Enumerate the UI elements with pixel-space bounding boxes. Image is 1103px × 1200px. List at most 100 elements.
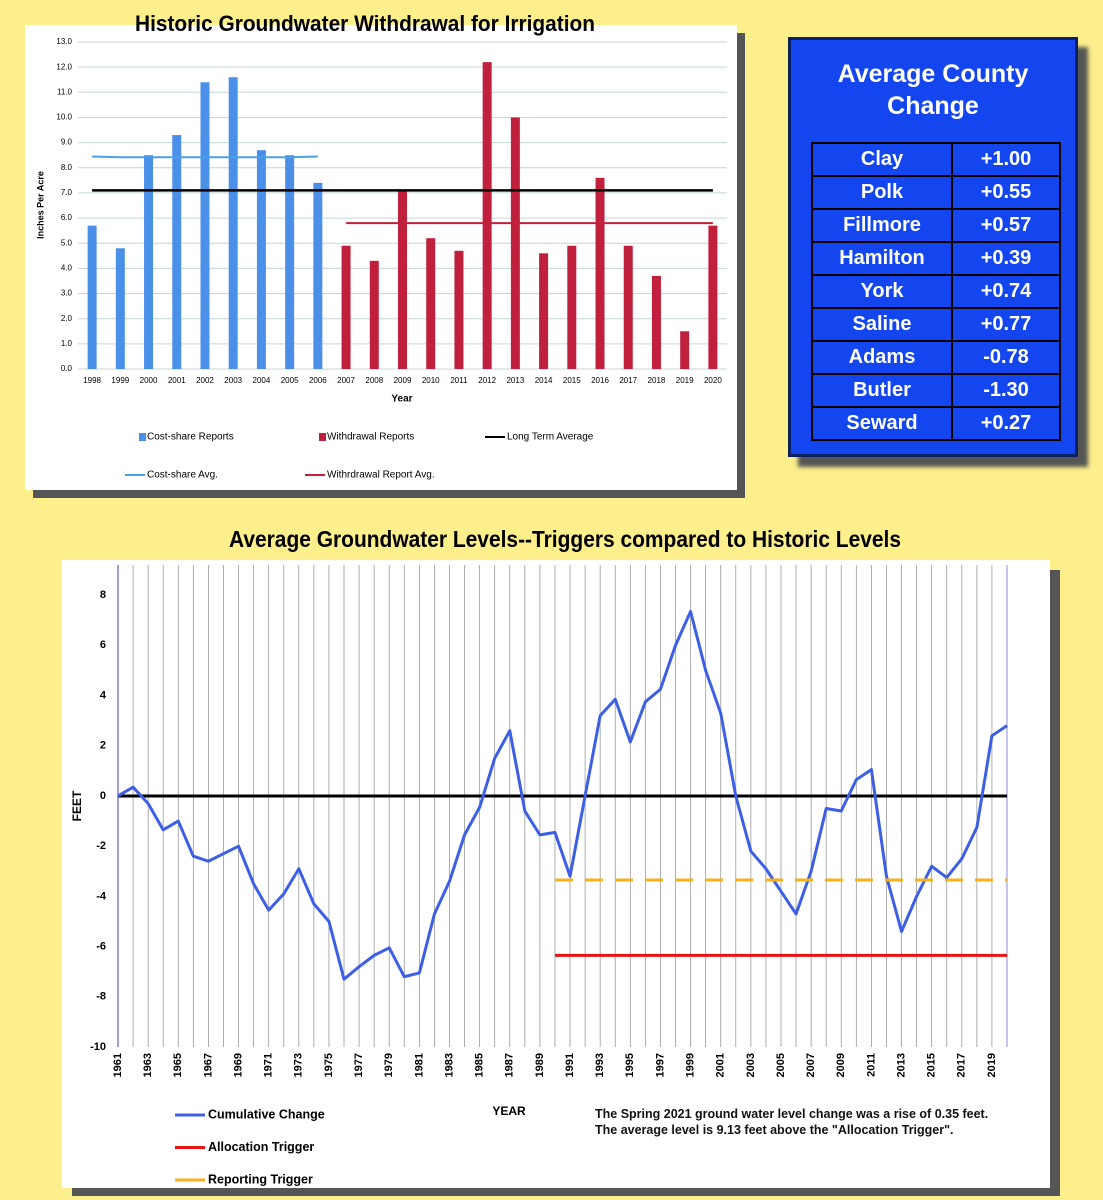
y-tick-label: 5.0 (61, 238, 73, 247)
x-tick-label: 1985 (474, 1053, 486, 1077)
bar (285, 155, 295, 369)
table-cell: +0.74 (951, 274, 1061, 309)
x-tick-label: 2007 (337, 376, 355, 385)
table-cell: Fillmore (811, 208, 953, 243)
x-tick-label: 2004 (253, 376, 271, 385)
legend-label: Allocation Trigger (208, 1140, 314, 1154)
x-tick-label: 1973 (293, 1053, 305, 1077)
y-tick-label: -8 (96, 991, 106, 1003)
y-tick-label: 1.0 (61, 339, 73, 348)
x-tick-label: 2005 (775, 1053, 787, 1077)
table-row: Clay +1.00 (811, 142, 1061, 177)
x-tick-label: 1975 (323, 1053, 335, 1077)
x-tick-label: 2000 (140, 376, 158, 385)
y-axis-label: FEET (70, 790, 84, 821)
table-cell: Saline (811, 307, 953, 342)
bar (341, 245, 351, 369)
x-tick-label: 2006 (309, 376, 327, 385)
bar (454, 250, 464, 369)
x-tick-label: 2009 (394, 376, 412, 385)
table-row: Seward +0.27 (811, 406, 1061, 441)
y-axis-label: Inches Per Acre (35, 171, 45, 239)
bar (256, 150, 266, 369)
x-tick-label: 1981 (413, 1053, 425, 1077)
x-tick-label: 2003 (224, 376, 242, 385)
bar (680, 331, 690, 369)
x-tick-label: 2018 (648, 376, 666, 385)
bar (651, 275, 661, 369)
line-series (92, 155, 318, 159)
x-tick-label: 2013 (895, 1053, 907, 1077)
bar (567, 245, 577, 369)
table-row: York +0.74 (811, 274, 1061, 309)
bar (398, 190, 407, 369)
x-tick-label: 1999 (111, 376, 129, 385)
y-tick-label: 0.0 (61, 364, 73, 373)
table-row: Fillmore +0.57 (811, 208, 1061, 243)
table-cell: +0.77 (951, 307, 1061, 342)
y-tick-label: -6 (96, 940, 106, 952)
legend-swatch (319, 433, 326, 441)
x-tick-label: 1989 (534, 1053, 546, 1077)
table-row: Polk +0.55 (811, 175, 1061, 210)
x-tick-label: 1971 (263, 1053, 275, 1077)
x-tick-label: 2019 (676, 376, 694, 385)
bar (623, 245, 633, 369)
x-tick-label: 1983 (443, 1053, 455, 1077)
table-cell: +0.55 (951, 175, 1061, 210)
annotation: The Spring 2021 ground water level chang… (595, 1107, 989, 1137)
legend-label: Cost-share Reports (147, 432, 234, 443)
bar (200, 82, 210, 369)
y-tick-label: -4 (96, 890, 107, 902)
x-tick-label: 2011 (450, 376, 468, 385)
table-cell: Seward (811, 406, 953, 441)
table-row: Saline +0.77 (811, 307, 1061, 342)
table-row: Hamilton +0.39 (811, 241, 1061, 276)
x-tick-label: 1979 (383, 1053, 395, 1077)
x-tick-label: 2014 (535, 376, 553, 385)
bar (482, 62, 492, 369)
x-tick-label: 2001 (168, 376, 186, 385)
chart-title: Average Groundwater Levels--Triggers com… (229, 526, 901, 552)
table-cell: Hamilton (811, 241, 953, 276)
y-tick-label: 0 (100, 790, 106, 802)
y-tick-label: 6.0 (61, 213, 73, 222)
table-cell: Polk (811, 175, 953, 210)
county-table: Clay +1.00 Polk +0.55 Fillmore +0.57 Hamilton +… (811, 142, 1061, 441)
bar (144, 155, 154, 369)
legend-label: Reporting Trigger (208, 1172, 313, 1186)
line-series (117, 609, 1008, 981)
bar (595, 177, 605, 369)
x-tick-label: 1993 (594, 1053, 606, 1077)
y-tick-label: 11.0 (57, 87, 73, 96)
x-tick-label: 2019 (986, 1053, 998, 1077)
table-cell: -0.78 (951, 340, 1061, 375)
x-tick-label: 2007 (805, 1053, 817, 1077)
table-cell: Clay (811, 142, 953, 177)
y-tick-label: 13.0 (56, 37, 72, 46)
y-tick-label: -2 (96, 840, 106, 852)
y-tick-label: -10 (90, 1041, 106, 1053)
y-tick-label: 2 (100, 740, 106, 752)
x-tick-label: 1961 (112, 1053, 124, 1077)
bar (708, 225, 718, 369)
x-tick-label: 1977 (353, 1053, 365, 1077)
x-tick-label: 2001 (715, 1053, 727, 1077)
bar (369, 260, 379, 369)
legend-label: Withrdrawal Report Avg. (327, 470, 435, 481)
bar (539, 253, 549, 369)
table-row: Butler -1.30 (811, 373, 1061, 408)
x-tick-label: 2010 (422, 376, 440, 385)
x-tick-label: 2011 (865, 1053, 877, 1077)
x-tick-label: 2015 (563, 376, 581, 385)
y-tick-label: 7.0 (61, 188, 73, 197)
county-change-panel: Average County Change Clay +1.00 Polk +0.55… (788, 37, 1078, 457)
x-tick-label: 2015 (926, 1053, 938, 1077)
table-cell: Adams (811, 340, 953, 375)
table-row: Adams -0.78 (811, 340, 1061, 375)
y-tick-label: 2.0 (61, 314, 73, 323)
bar (115, 248, 125, 369)
x-tick-label: 2017 (956, 1053, 968, 1077)
